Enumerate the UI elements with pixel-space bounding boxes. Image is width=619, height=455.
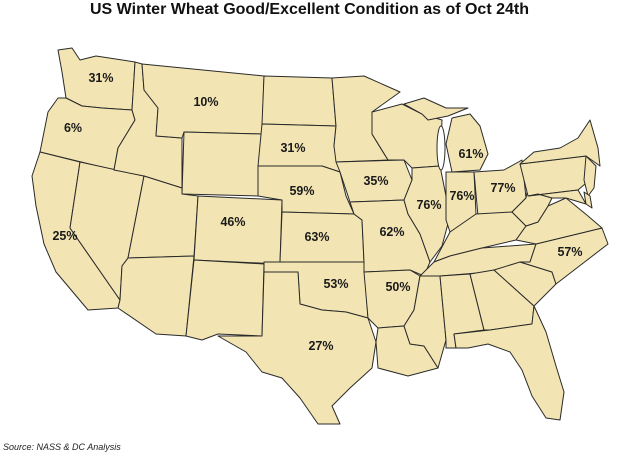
condition-label-ca: 25% bbox=[52, 229, 77, 243]
condition-label-oh: 77% bbox=[490, 181, 515, 195]
lake-michigan bbox=[436, 125, 446, 171]
condition-label-ok: 53% bbox=[323, 277, 348, 291]
condition-label-nc: 57% bbox=[557, 245, 582, 259]
map-title: US Winter Wheat Good/Excellent Condition… bbox=[90, 1, 529, 18]
condition-label-wa: 31% bbox=[88, 71, 113, 85]
state-co bbox=[193, 195, 283, 265]
condition-label-ks: 63% bbox=[304, 230, 329, 244]
state-nj bbox=[583, 155, 597, 197]
condition-labels: 31% 6% 10% 31% 59% 46% 63% 25% 35% 62% 76% 76% 77% 61… bbox=[52, 71, 582, 353]
state-wy bbox=[181, 131, 263, 197]
state-ms bbox=[403, 275, 447, 369]
state-nm bbox=[185, 259, 265, 341]
condition-label-tx: 27% bbox=[308, 339, 333, 353]
state-ny bbox=[519, 119, 601, 167]
condition-label-in: 76% bbox=[449, 189, 474, 203]
condition-label-co: 46% bbox=[220, 215, 245, 229]
condition-label-il: 76% bbox=[416, 198, 441, 212]
condition-label-or: 6% bbox=[64, 121, 82, 135]
state-nd bbox=[261, 75, 337, 127]
state-mi-upper bbox=[403, 97, 469, 121]
condition-label-ne: 59% bbox=[289, 184, 314, 198]
state-il bbox=[403, 165, 451, 263]
state-md bbox=[527, 189, 587, 205]
state-mi-lower bbox=[445, 113, 489, 173]
condition-label-mt: 10% bbox=[193, 95, 218, 109]
source-note: Source: NASS & DC Analysis bbox=[3, 442, 121, 452]
condition-label-ar: 50% bbox=[385, 280, 410, 294]
condition-label-sd: 31% bbox=[280, 141, 305, 155]
state-de bbox=[583, 191, 593, 209]
condition-label-mi: 61% bbox=[458, 147, 483, 161]
condition-label-mo: 62% bbox=[379, 225, 404, 239]
state-fl bbox=[445, 305, 565, 421]
state-tx bbox=[217, 271, 377, 425]
state-az bbox=[117, 255, 195, 337]
condition-label-ia: 35% bbox=[363, 174, 388, 188]
